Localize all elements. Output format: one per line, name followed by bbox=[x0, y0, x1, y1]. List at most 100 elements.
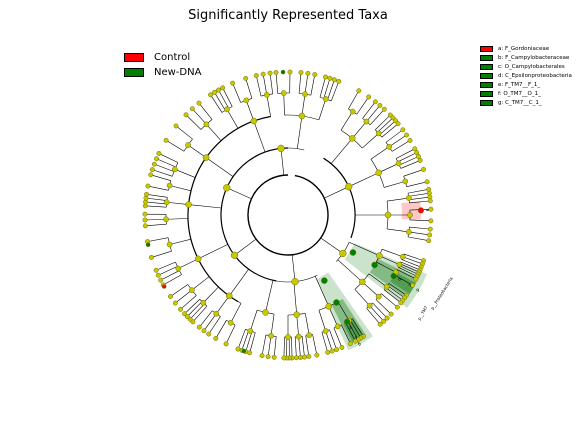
taxa-legend-d: d: C_Epsilonproteobacteria bbox=[480, 71, 572, 80]
clade-label-d: d bbox=[414, 287, 421, 293]
branch bbox=[366, 105, 381, 122]
node-134 bbox=[142, 223, 148, 229]
node-172 bbox=[298, 112, 306, 120]
branch bbox=[310, 74, 316, 96]
node-170 bbox=[260, 71, 266, 77]
branch bbox=[230, 303, 242, 323]
node-161 bbox=[208, 92, 213, 98]
branch bbox=[198, 102, 213, 120]
clade-label-e: e bbox=[347, 324, 352, 330]
node-68 bbox=[325, 303, 332, 310]
taxa-legend-c: c: O_Campylobacterales bbox=[480, 62, 572, 71]
node-112 bbox=[196, 324, 202, 330]
branch bbox=[188, 204, 222, 209]
node-137 bbox=[163, 199, 170, 206]
node-40 bbox=[339, 249, 347, 258]
branch bbox=[245, 331, 253, 352]
branch bbox=[324, 186, 349, 199]
taxa-label-d: d: C_Epsilonproteobacteria bbox=[498, 72, 572, 79]
node-3 bbox=[356, 88, 362, 94]
node-159 bbox=[250, 117, 258, 125]
branch bbox=[155, 261, 176, 271]
node-24 bbox=[402, 178, 409, 185]
branch bbox=[225, 324, 236, 345]
node-143 bbox=[145, 183, 151, 189]
node-179 bbox=[312, 72, 318, 77]
branch bbox=[340, 324, 351, 344]
branch bbox=[400, 261, 421, 271]
biomarker-tm7-order bbox=[333, 299, 340, 306]
branch bbox=[387, 285, 405, 299]
node-164 bbox=[220, 85, 226, 91]
branch bbox=[145, 201, 167, 205]
branch bbox=[262, 74, 268, 95]
ring-second-right bbox=[323, 157, 356, 239]
branch bbox=[187, 301, 203, 317]
branch bbox=[283, 336, 285, 358]
node-87 bbox=[298, 355, 303, 360]
branch bbox=[398, 267, 418, 277]
branch bbox=[352, 121, 367, 139]
node-59 bbox=[398, 300, 404, 306]
taxa-swatch-b bbox=[480, 54, 493, 61]
node-1 bbox=[349, 135, 356, 142]
branch bbox=[206, 124, 222, 141]
branch bbox=[250, 310, 258, 332]
node-86 bbox=[302, 354, 307, 360]
branch bbox=[267, 335, 272, 357]
branch bbox=[347, 321, 359, 340]
biomarker-extra-2 bbox=[161, 284, 167, 289]
node-84 bbox=[306, 354, 312, 359]
node-103 bbox=[235, 346, 241, 352]
branch bbox=[369, 305, 384, 322]
branch bbox=[245, 78, 253, 99]
node-75 bbox=[347, 341, 353, 347]
node-117 bbox=[182, 311, 188, 317]
branch bbox=[199, 310, 213, 328]
node-63 bbox=[366, 302, 373, 309]
clade-label-phylum_epsilon: p__Proteobacteria bbox=[430, 276, 454, 311]
highlight-tm7-2 bbox=[343, 318, 364, 343]
branch bbox=[349, 319, 362, 339]
node-17 bbox=[404, 132, 410, 138]
node-110 bbox=[206, 331, 212, 337]
branch bbox=[270, 313, 275, 336]
node-34 bbox=[428, 206, 434, 212]
branch bbox=[145, 205, 167, 208]
node-148 bbox=[151, 161, 157, 167]
node-178 bbox=[305, 70, 311, 76]
node-152 bbox=[163, 137, 169, 143]
branch bbox=[237, 329, 246, 350]
node-135 bbox=[142, 217, 148, 223]
taxa-label-c: c: O_Campylobacterales bbox=[498, 63, 565, 70]
branch bbox=[293, 281, 298, 315]
node-167 bbox=[243, 75, 249, 81]
node-108 bbox=[213, 335, 219, 341]
branch bbox=[323, 78, 331, 99]
branch bbox=[226, 187, 252, 200]
branch bbox=[189, 303, 205, 320]
taxa-label-e: e: F_TM7__F_1_ bbox=[498, 81, 541, 88]
branch bbox=[399, 263, 420, 273]
branch bbox=[388, 134, 407, 148]
taxa-legend-e: e: F_TM7__F_1_ bbox=[480, 80, 572, 89]
branch bbox=[265, 280, 274, 313]
node-175 bbox=[287, 69, 293, 75]
branch bbox=[337, 259, 363, 283]
branch bbox=[409, 200, 431, 204]
node-41 bbox=[376, 252, 383, 259]
node-15 bbox=[386, 143, 392, 150]
node-76 bbox=[339, 345, 345, 350]
node-141 bbox=[144, 191, 149, 197]
branch bbox=[396, 269, 416, 280]
node-95 bbox=[268, 332, 274, 339]
node-82 bbox=[306, 332, 313, 338]
branch bbox=[180, 295, 197, 310]
node-119 bbox=[189, 287, 195, 293]
node-0 bbox=[345, 183, 353, 191]
node-4 bbox=[366, 94, 372, 100]
branch bbox=[296, 314, 299, 337]
node-118 bbox=[194, 255, 202, 263]
clade-label-g: g bbox=[357, 341, 362, 347]
branch bbox=[384, 181, 406, 188]
